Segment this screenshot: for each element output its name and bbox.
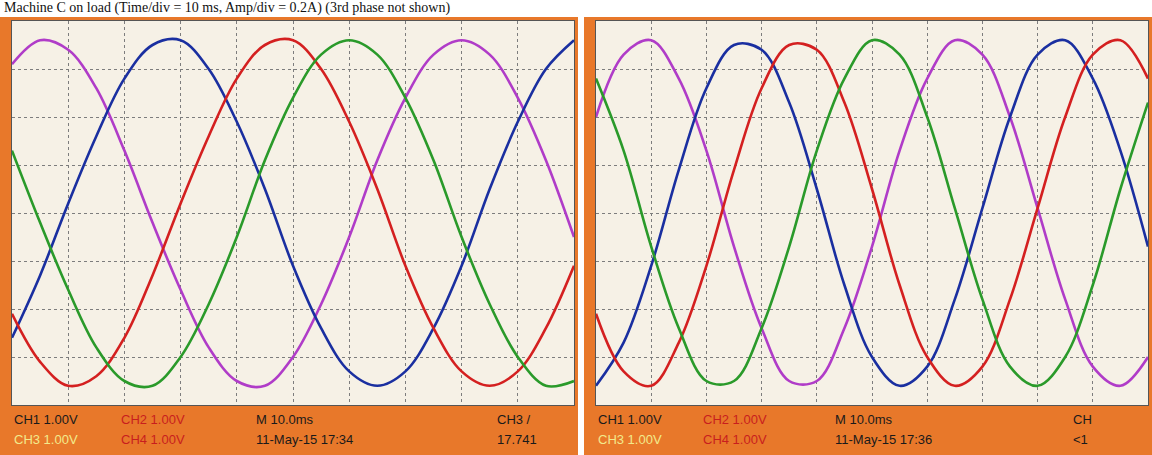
svg-text:17.741: 17.741: [497, 432, 537, 447]
svg-text:M 10.0ms: M 10.0ms: [256, 412, 314, 427]
svg-text:CH1 1.00V: CH1 1.00V: [14, 412, 78, 427]
svg-text:M 10.0ms: M 10.0ms: [835, 412, 893, 427]
svg-text:<1: <1: [1073, 432, 1088, 447]
html-text:Machine C on load (Time/div =: Machine C on load (Time/div = 10 ms, Amp…: [4, 0, 451, 15]
svg-text:CH: CH: [1073, 412, 1092, 427]
svg-text:CH4 1.00V: CH4 1.00V: [703, 432, 767, 447]
svg-text:CH2 1.00V: CH2 1.00V: [121, 412, 185, 427]
svg-text:11-May-15 17:34: 11-May-15 17:34: [256, 432, 353, 447]
svg-text:CH2 1.00V: CH2 1.00V: [703, 412, 767, 427]
svg-text:CH3 1.00V: CH3 1.00V: [14, 432, 78, 447]
svg-text:11-May-15 17:36: 11-May-15 17:36: [835, 432, 932, 447]
svg-text:CH3 /: CH3 /: [497, 412, 531, 427]
svg-text:CH4 1.00V: CH4 1.00V: [121, 432, 185, 447]
svg-text:CH1 1.00V: CH1 1.00V: [598, 412, 662, 427]
svg-text:CH3 1.00V: CH3 1.00V: [598, 432, 662, 447]
